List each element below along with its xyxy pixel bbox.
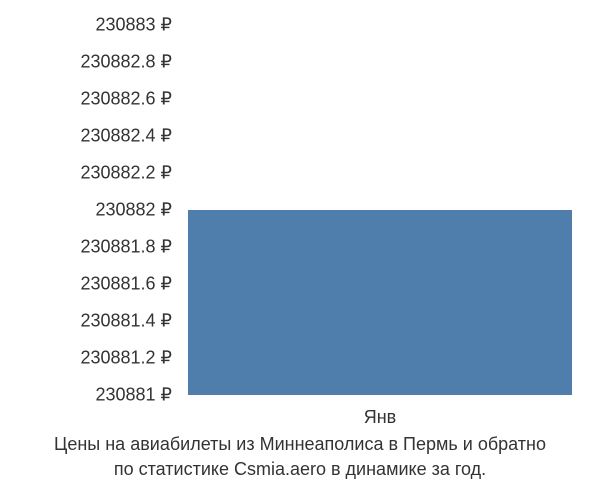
bar-jan [188,210,572,395]
y-tick-label: 230883 ₽ [2,15,172,36]
caption-line-1: Цены на авиабилеты из Миннеаполиса в Пер… [0,432,600,457]
y-tick-label: 230882.4 ₽ [2,126,172,147]
caption-line-2: по статистике Csmia.aero в динамике за г… [0,457,600,482]
y-tick-label: 230881.8 ₽ [2,237,172,258]
y-tick-label: 230882.2 ₽ [2,163,172,184]
y-tick-label: 230882.6 ₽ [2,89,172,110]
price-chart: 230883 ₽ 230882.8 ₽ 230882.6 ₽ 230882.4 … [0,0,600,500]
y-tick-label: 230881.2 ₽ [2,348,172,369]
x-tick-label: Янв [364,407,397,428]
y-tick-label: 230881.6 ₽ [2,274,172,295]
y-tick-label: 230882.8 ₽ [2,52,172,73]
y-tick-label: 230882 ₽ [2,200,172,221]
y-tick-label: 230881 ₽ [2,385,172,406]
y-tick-label: 230881.4 ₽ [2,311,172,332]
plot-area [180,25,580,395]
chart-caption: Цены на авиабилеты из Миннеаполиса в Пер… [0,432,600,482]
